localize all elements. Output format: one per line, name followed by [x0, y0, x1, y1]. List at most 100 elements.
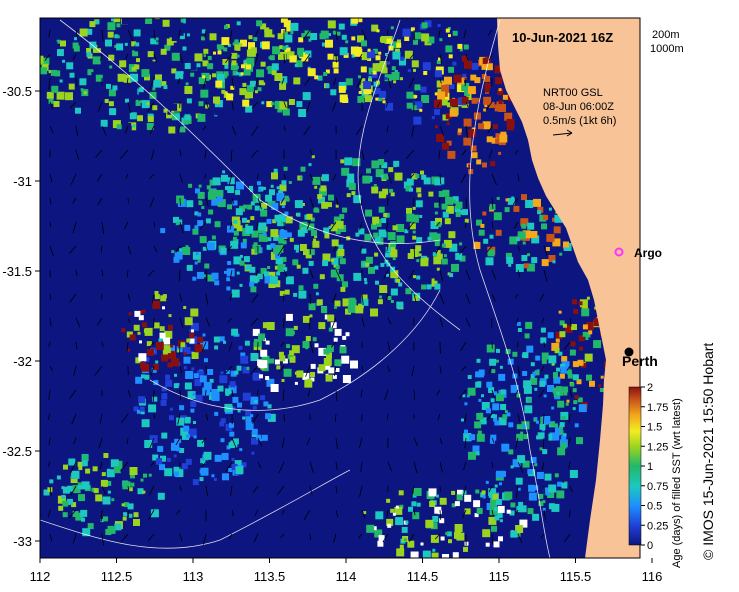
sst-pixel [417, 193, 422, 198]
sst-pixel [249, 61, 254, 67]
current-vector [205, 197, 209, 207]
sst-pixel [285, 313, 293, 321]
sst-pixel [144, 327, 153, 336]
sst-pixel [463, 546, 468, 552]
sst-pixel [497, 89, 504, 96]
sst-pixel [171, 250, 175, 254]
sst-pixel [133, 406, 139, 412]
sst-pixel [266, 101, 273, 108]
current-vector [540, 365, 545, 372]
sst-pixel [578, 335, 585, 342]
current-vector [49, 365, 53, 372]
sst-pixel [506, 412, 511, 417]
sst-pixel [231, 458, 235, 461]
sst-pixel [127, 348, 131, 352]
sst-pixel [584, 353, 593, 362]
colorbar-tick-label: 0.75 [647, 481, 668, 493]
sst-pixel [299, 176, 303, 180]
sst-pixel [315, 292, 319, 296]
sst-pixel [113, 18, 121, 23]
sst-pixel [474, 421, 482, 429]
sst-pixel [112, 85, 118, 91]
lat-tick-label: -31 [13, 174, 32, 189]
current-vectors [44, 29, 573, 546]
sst-pixel [375, 97, 379, 101]
sst-pixel [189, 338, 195, 344]
sst-pixel [268, 271, 276, 279]
sst-pixel [390, 192, 395, 197]
current-vector [439, 461, 443, 473]
sst-pixel [385, 102, 394, 111]
current-vector [361, 149, 365, 160]
sst-pixel [204, 358, 208, 363]
current-vector [153, 413, 156, 420]
sst-pixel [470, 74, 477, 81]
sst-pixel [271, 63, 279, 71]
sst-pixel [190, 64, 197, 71]
sst-pixel [184, 417, 191, 424]
sst-pixel [136, 105, 145, 114]
sst-pixel [186, 338, 191, 343]
sst-pixel [600, 375, 604, 379]
sst-pixel [432, 548, 436, 552]
sst-pixel [454, 501, 460, 507]
sst-pixel [267, 404, 272, 409]
sst-pixel [152, 105, 158, 111]
sst-pixel [129, 334, 136, 341]
sst-pixel [273, 246, 282, 255]
current-vector [304, 77, 311, 86]
sst-pixel [146, 341, 152, 347]
current-vector [413, 461, 418, 474]
sst-pixel [269, 55, 275, 61]
sst-pixel [335, 204, 339, 208]
sst-pixel [459, 242, 463, 246]
sst-pixel [148, 473, 152, 477]
sst-pixel [374, 88, 381, 95]
sst-pixel [227, 186, 235, 193]
depth-legend-200: 200m [652, 29, 680, 41]
sst-pixel [181, 463, 188, 470]
sst-pixel [268, 56, 272, 60]
sst-pixel [217, 50, 222, 55]
sst-pixel [112, 120, 121, 129]
sst-pixel [318, 347, 327, 356]
sst-pixel [571, 299, 577, 305]
sst-pixel [375, 55, 381, 61]
sst-pixel [269, 358, 275, 364]
sst-pixel [201, 29, 206, 34]
current-vector [280, 197, 285, 204]
sst-pixel [250, 353, 259, 361]
current-vector [335, 269, 342, 281]
sst-pixel [357, 35, 364, 43]
sst-pixel [427, 236, 432, 241]
sst-pixel [164, 330, 173, 339]
depth-legend-1000: 1000m [650, 43, 684, 55]
current-vector [438, 29, 441, 38]
sst-pixel [443, 239, 452, 248]
sst-pixel [358, 228, 365, 235]
sst-pixel [512, 373, 518, 379]
sst-pixel [170, 103, 178, 111]
sst-pixel [467, 387, 476, 396]
sst-pixel [488, 488, 497, 497]
current-vector [231, 77, 234, 88]
sst-pixel [279, 101, 288, 110]
sst-pixel [522, 230, 531, 239]
sst-pixel [450, 98, 458, 107]
current-vector [179, 221, 184, 234]
sst-pixel [222, 59, 229, 65]
sst-pixel [204, 263, 210, 269]
current-vector [334, 365, 337, 376]
sst-pixel [390, 300, 394, 303]
sst-pixel [194, 379, 202, 387]
sst-pixel [102, 482, 107, 487]
sst-pixel [496, 511, 503, 518]
sst-pixel [231, 289, 240, 298]
current-vector [332, 293, 337, 303]
sst-pixel [379, 295, 382, 299]
sst-pixel [361, 248, 367, 254]
sst-pixel [72, 42, 79, 49]
sst-pixel [358, 303, 362, 307]
current-vector [387, 461, 392, 472]
current-vector [48, 437, 51, 445]
